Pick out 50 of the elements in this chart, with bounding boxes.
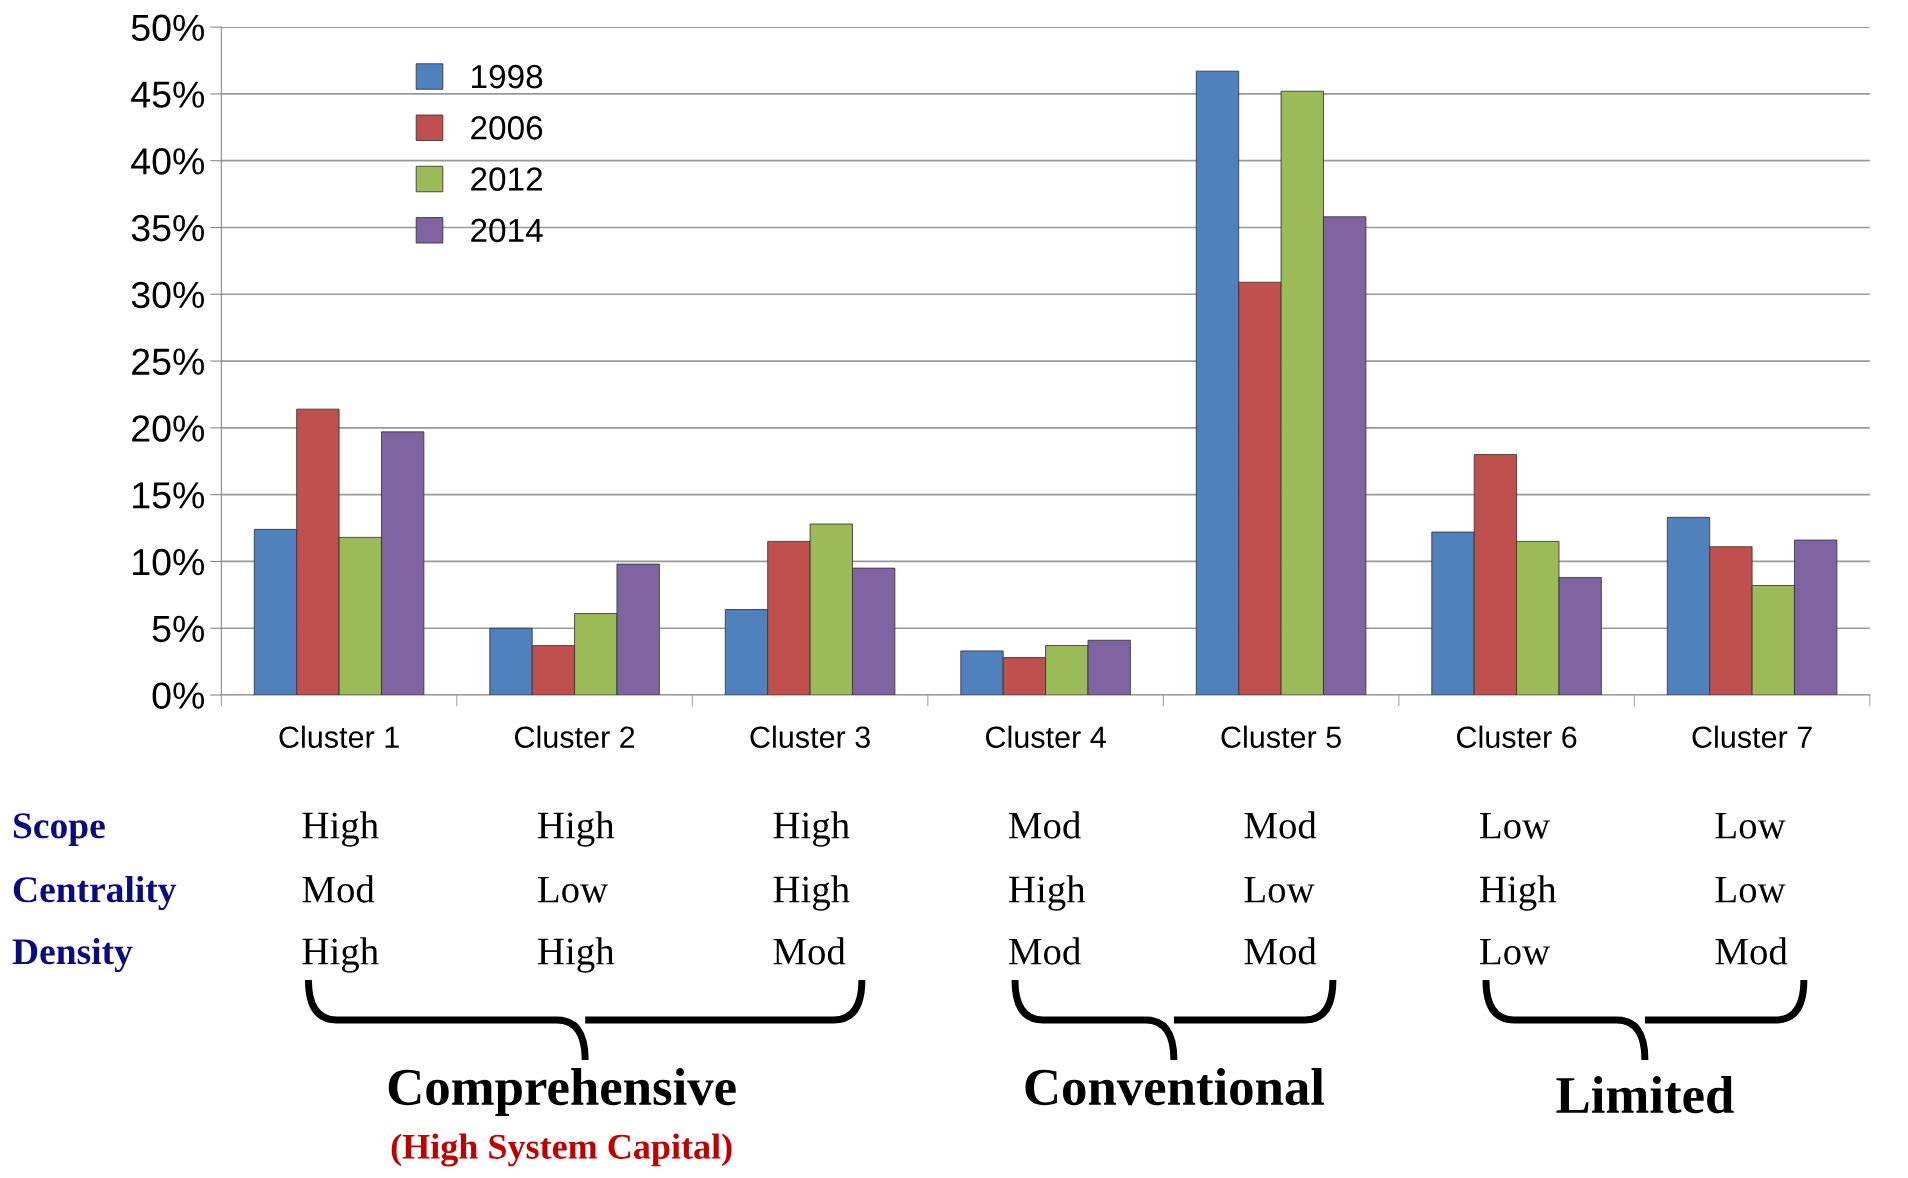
y-tick-label: 5% — [152, 615, 205, 643]
y-tick-label: 10% — [133, 548, 205, 576]
legend-label: 2006 — [471, 116, 543, 140]
legend-label: 2012 — [471, 167, 542, 191]
y-tick-label: 20% — [132, 415, 205, 442]
text: Low — [1715, 876, 1786, 903]
text: High — [302, 937, 379, 973]
text: Mod — [1244, 937, 1317, 965]
text: Mod — [302, 875, 375, 903]
x-tick-label: Cluster 2 — [515, 725, 635, 749]
x-tick-label: Cluster 1 — [279, 725, 399, 749]
text: High — [773, 875, 850, 911]
text: Low — [538, 876, 609, 903]
y-tick-label: 45% — [131, 81, 205, 108]
text: High — [538, 937, 615, 973]
y-tick-label: 50% — [131, 14, 205, 42]
legend-label: 2014 — [471, 218, 543, 243]
x-tick-label: Cluster 6 — [1457, 725, 1577, 749]
text: Low — [1715, 812, 1786, 839]
text: Mod — [1244, 811, 1317, 839]
x-tick-label: Cluster 3 — [750, 725, 870, 749]
y-tick-label: 25% — [132, 348, 205, 376]
y-tick-label: 35% — [131, 214, 205, 242]
text: Mod — [1009, 937, 1081, 965]
y-tick-label: 15% — [133, 482, 205, 509]
text: Limited — [1556, 1076, 1734, 1114]
y-tick-label: 40% — [131, 148, 205, 175]
text: Low — [1244, 876, 1315, 903]
y-tick-label: 30% — [131, 281, 205, 309]
text: Low — [1480, 812, 1551, 839]
x-tick-label: Cluster 7 — [1692, 725, 1812, 749]
text: Conventional — [1025, 1068, 1325, 1106]
text: High — [1009, 875, 1086, 911]
text: Low — [1480, 938, 1551, 965]
text: Comprehensive — [388, 1068, 736, 1116]
text: Centrality — [13, 875, 177, 911]
text: High — [538, 811, 615, 847]
text: Density — [12, 937, 133, 973]
text: Mod — [1715, 937, 1788, 965]
text: High — [302, 811, 379, 847]
text: Scope — [14, 813, 105, 846]
x-tick-label: Cluster 5 — [1221, 725, 1341, 749]
x-tick-label: Cluster 4 — [986, 725, 1106, 749]
text: Mod — [1009, 811, 1081, 839]
y-tick-label: 0% — [152, 682, 205, 709]
text: High — [1480, 875, 1557, 911]
text: (High System Capital) — [391, 1133, 732, 1167]
text: Mod — [773, 937, 846, 965]
legend-label: 1998 — [472, 64, 543, 89]
text: High — [773, 811, 850, 847]
